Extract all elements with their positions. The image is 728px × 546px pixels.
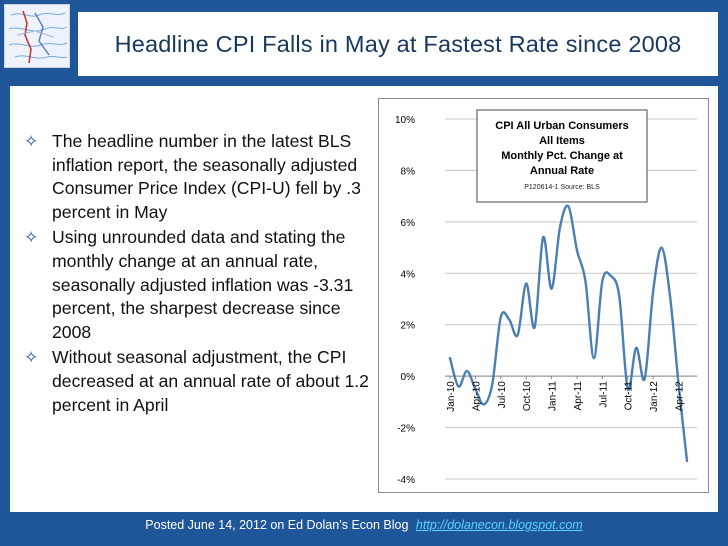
bullet-item: ✧ The headline number in the latest BLS … (22, 130, 372, 224)
x-tick-label: Apr-10 (471, 381, 482, 411)
diamond-bullet-icon: ✧ (24, 228, 39, 248)
x-tick-label: Oct-11 (624, 381, 635, 411)
chart-source-note: P120614-1 Source: BLS (524, 184, 600, 191)
bullet-list: ✧ The headline number in the latest BLS … (22, 130, 372, 419)
x-tick-label: Apr-11 (573, 381, 584, 411)
y-tick-label: 2% (401, 321, 416, 332)
bullet-text: Using unrounded data and stating the mon… (52, 227, 354, 342)
diamond-bullet-icon: ✧ (24, 132, 39, 151)
chart-title-line: All Items (539, 135, 585, 147)
cpi-chart: 10% 8% 6% 4% 2% 0% -2% -4% Jan-10 Apr-10 Jul-10 Oc… (378, 98, 709, 493)
bullet-item: ✧ Without seasonal adjustment, the CPI d… (22, 346, 372, 417)
slide-title: Headline CPI Falls in May at Fastest Rat… (114, 30, 682, 57)
x-tick-label: Jan-12 (649, 381, 660, 412)
footer: Posted June 14, 2012 on Ed Dolan’s Econ … (0, 514, 728, 536)
bullet-text: The headline number in the latest BLS in… (52, 131, 361, 222)
y-tick-label: 4% (401, 269, 416, 280)
y-tick-label: -4% (397, 475, 415, 486)
chart-svg: 10% 8% 6% 4% 2% 0% -2% -4% Jan-10 Apr-10 Jul-10 Oc… (395, 109, 697, 486)
chart-title-line: Monthly Pct. Change at (501, 150, 623, 162)
blog-link[interactable]: http://dolanecon.blogspot.com (415, 518, 583, 532)
series-line (448, 204, 689, 463)
chart-title-box: CPI All Urban Consumers All Items Monthl… (476, 109, 648, 203)
chart-title-line: Annual Rate (530, 165, 594, 177)
x-tick-label: Jan-11 (548, 381, 559, 411)
y-tick-label: 0% (401, 372, 416, 383)
x-tick-label: Apr-12 (675, 381, 686, 411)
x-tick-label: Jan-10 (446, 381, 457, 412)
globe-map-icon (5, 5, 69, 67)
diamond-bullet-icon: ✧ (24, 348, 39, 368)
footer-text: Posted June 14, 2012 on Ed Dolan’s Econ … (145, 518, 409, 532)
y-tick-label: 8% (401, 166, 416, 177)
y-tick-label: 6% (401, 218, 416, 229)
bullet-item: ✧ Using unrounded data and stating the m… (22, 226, 372, 344)
x-tick-label: Oct-10 (522, 381, 533, 411)
x-tick-label: Jul-10 (497, 381, 508, 409)
y-tick-label: 10% (395, 115, 415, 126)
chart-title-line: CPI All Urban Consumers (495, 120, 628, 132)
y-tick-label: -2% (397, 424, 415, 435)
x-tick-label: Jul-11 (598, 381, 609, 408)
slide-title-box: Headline CPI Falls in May at Fastest Rat… (78, 12, 718, 76)
blog-logo (4, 4, 70, 68)
bullet-text: Without seasonal adjustment, the CPI dec… (52, 347, 369, 415)
